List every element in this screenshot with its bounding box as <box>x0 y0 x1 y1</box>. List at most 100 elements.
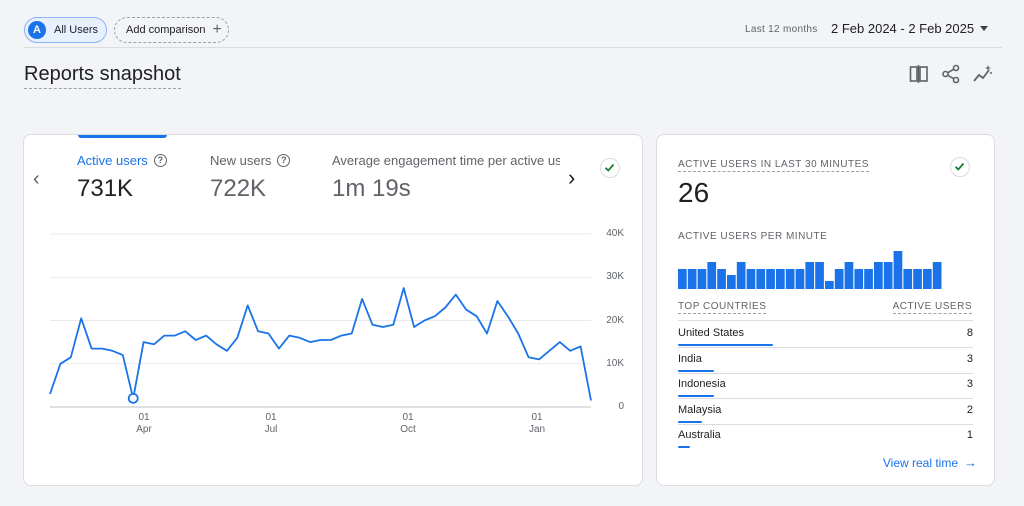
segment-avatar: A <box>28 21 46 39</box>
per-minute-bar[interactable] <box>795 269 805 289</box>
per-minute-bar[interactable] <box>864 269 873 289</box>
country-row[interactable]: United States 8 <box>678 327 973 352</box>
per-minute-bar-chart <box>678 251 942 289</box>
active-users-series-line <box>49 287 592 401</box>
x-tick-label: 01 Jul <box>256 412 286 436</box>
x-tick-day: 01 <box>531 412 543 423</box>
metric-label: Average engagement time per active us <box>332 153 560 168</box>
country-divider <box>678 398 973 399</box>
country-divider <box>678 372 973 374</box>
per-minute-bar[interactable] <box>903 269 913 289</box>
country-name: Malaysia <box>678 403 722 416</box>
page-title: Reports snapshot <box>24 63 181 89</box>
per-minute-bar[interactable] <box>687 269 697 289</box>
date-period-label: Last 12 months <box>745 24 818 35</box>
per-minute-bar[interactable] <box>844 262 854 289</box>
per-minute-bar[interactable] <box>854 269 864 289</box>
per-minute-bar[interactable] <box>883 262 893 289</box>
realtime-title: ACTIVE USERS IN LAST 30 MINUTES <box>678 159 869 172</box>
top-bar: A All Users Add comparison + Last 12 mon… <box>0 0 1024 48</box>
highlighted-data-point[interactable] <box>127 392 139 404</box>
country-value: 2 <box>966 403 973 416</box>
per-minute-bar[interactable] <box>697 269 707 289</box>
active-users-header: ACTIVE USERS <box>892 301 972 314</box>
metric-label: New users <box>210 153 272 168</box>
share-icon[interactable] <box>941 64 961 84</box>
x-tick-month: Jul <box>264 424 278 435</box>
country-divider <box>678 423 973 425</box>
country-name: United States <box>678 327 745 339</box>
country-row[interactable]: India 3 <box>678 353 973 378</box>
x-tick-month: Apr <box>136 424 152 435</box>
per-minute-bar[interactable] <box>923 269 932 289</box>
country-share-bar <box>678 395 714 397</box>
chevron-right-icon[interactable]: › <box>568 165 576 190</box>
country-share-bar <box>678 344 773 346</box>
country-name: Indonesia <box>678 378 726 390</box>
country-divider <box>678 320 973 321</box>
per-minute-bar[interactable] <box>766 269 775 289</box>
per-minute-bar[interactable] <box>785 269 795 289</box>
help-icon[interactable]: ? <box>277 154 291 167</box>
y-tick-label: 10K <box>606 357 624 369</box>
per-minute-bar[interactable] <box>678 269 687 289</box>
per-minute-bar[interactable] <box>834 269 844 289</box>
country-row[interactable]: Malaysia 2 <box>678 404 973 429</box>
metrics-chart-card: ‹ Active users ? 731K New users ? 722K A… <box>23 134 643 486</box>
metric-value: 731K <box>77 175 134 202</box>
metric-tab-active-users[interactable]: Active users ? <box>77 153 167 168</box>
country-row[interactable]: Indonesia 3 <box>678 378 973 403</box>
per-minute-bar[interactable] <box>913 269 922 289</box>
per-minute-bar[interactable] <box>776 269 785 289</box>
add-comparison-button[interactable]: Add comparison + <box>114 17 229 43</box>
per-minute-bar[interactable] <box>717 269 726 289</box>
country-name: Australia <box>678 429 721 441</box>
per-minute-bar[interactable] <box>815 262 824 289</box>
per-minute-bar[interactable] <box>746 269 756 289</box>
x-tick-day: 01 <box>138 412 150 423</box>
active-users-line-chart <box>49 233 592 408</box>
plus-icon: + <box>212 21 222 38</box>
view-real-time-link[interactable]: View real time → <box>883 455 977 470</box>
add-comparison-label: Add comparison <box>126 24 206 36</box>
per-minute-bar[interactable] <box>932 262 942 289</box>
per-minute-bar[interactable] <box>727 275 736 289</box>
help-icon[interactable]: ? <box>153 154 167 167</box>
country-share-bar <box>678 369 714 372</box>
country-value: 8 <box>966 327 973 339</box>
x-tick-month: Oct <box>400 424 416 435</box>
metric-tab-engagement-time[interactable]: Average engagement time per active us <box>332 153 560 168</box>
y-tick-label: 20K <box>606 314 624 326</box>
realtime-value: 26 <box>678 177 710 208</box>
date-range-picker[interactable]: 2 Feb 2024 - 2 Feb 2025 <box>831 21 975 36</box>
per-minute-bar[interactable] <box>893 251 903 289</box>
country-share-bar <box>678 446 690 448</box>
compare-columns-icon[interactable] <box>909 64 929 84</box>
per-minute-bar[interactable] <box>756 269 766 289</box>
top-countries-header: TOP COUNTRIES <box>678 301 767 314</box>
check-circle-icon[interactable] <box>600 158 620 178</box>
per-minute-bar[interactable] <box>825 281 834 289</box>
chevron-down-icon[interactable] <box>980 26 988 31</box>
per-minute-bar[interactable] <box>805 262 815 289</box>
insights-icon[interactable] <box>973 64 993 84</box>
active-tab-indicator <box>78 135 167 138</box>
y-tick-label: 40K <box>606 228 624 239</box>
country-value: 1 <box>966 429 973 441</box>
country-row[interactable]: Australia 1 <box>678 429 973 454</box>
metric-tab-new-users[interactable]: New users ? <box>210 153 291 168</box>
metric-value: 722K <box>210 175 267 202</box>
x-tick-label: 01 Apr <box>129 412 159 436</box>
segment-chip-all-users[interactable]: A All Users <box>24 17 107 43</box>
chevron-left-icon[interactable]: ‹ <box>33 168 40 190</box>
check-circle-icon[interactable] <box>950 157 970 177</box>
per-minute-bar[interactable] <box>736 262 746 289</box>
country-share-bar <box>678 420 702 423</box>
metric-label: Active users <box>77 153 148 168</box>
metric-value: 1m 19s <box>332 175 411 202</box>
x-tick-month: Jan <box>528 424 546 435</box>
per-minute-bar[interactable] <box>707 262 717 289</box>
realtime-card: ACTIVE USERS IN LAST 30 MINUTES 26 ACTIV… <box>656 134 995 486</box>
per-minute-bar[interactable] <box>874 262 883 289</box>
y-tick-label: 30K <box>606 271 624 283</box>
